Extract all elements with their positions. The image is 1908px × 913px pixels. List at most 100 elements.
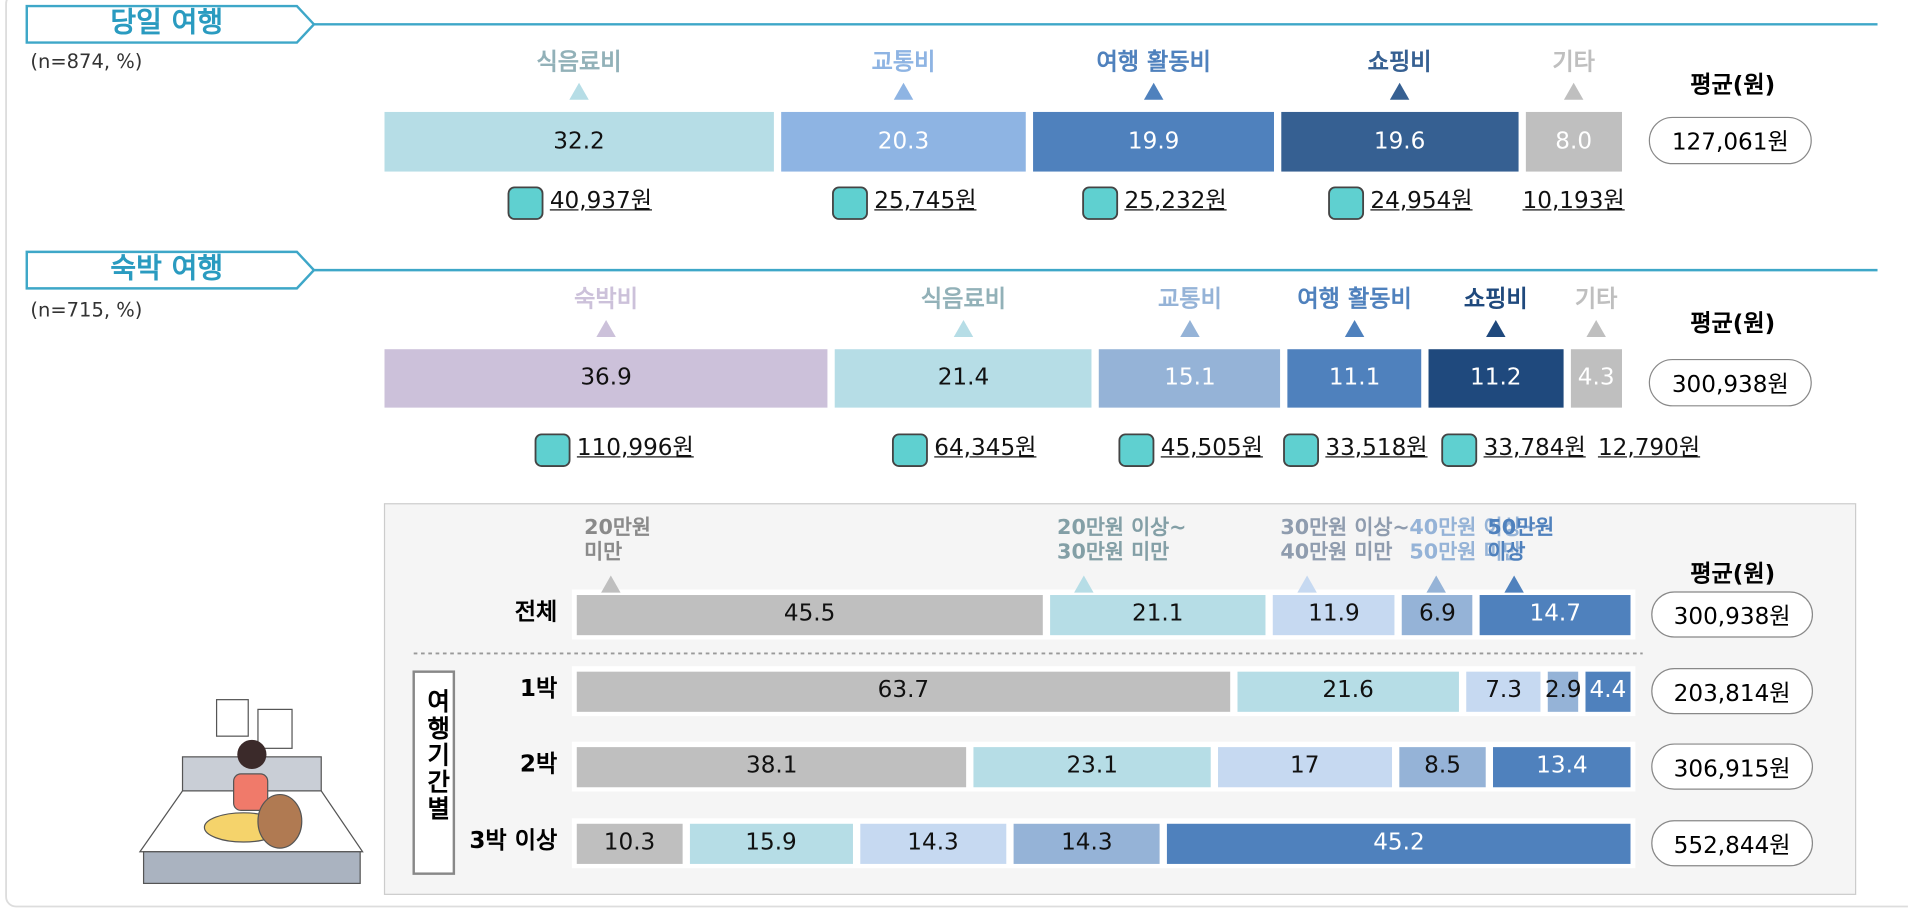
bar-segment: 2.9 [1545,671,1582,712]
value-label: 17 [1290,752,1320,779]
bar-segment: 38.1 [576,746,967,787]
bar-segment: 6.9 [1402,594,1473,635]
marker-triangle [1486,320,1506,338]
bar-segment: 15.1 [1099,349,1281,408]
value-label: 14.7 [1529,599,1582,627]
bar-segment: 63.7 [576,671,1231,712]
bar-segment: 8.5 [1399,746,1487,787]
category-label: 교통비 [871,48,936,76]
value-label: 21.6 [1322,676,1374,704]
value-label: 32.2 [553,127,605,155]
category-label: 쇼핑비 [1367,48,1432,76]
icon [1328,186,1365,220]
bar-segment: 8.0 [1525,111,1622,172]
average-label: 평균(원) [1690,310,1776,338]
category-label: 식음료비 [536,48,622,76]
category-label: 여행 활동비 [1297,285,1412,313]
legend-label: 20만원 미만 [584,515,651,565]
marker-triangle [1563,82,1584,100]
frame [5,0,1908,908]
value-label: 8.0 [1555,127,1593,155]
value-label: 11.9 [1308,599,1360,627]
value-label: 63.7 [877,676,930,704]
bar-segment: 19.9 [1033,111,1274,172]
header-tab [25,4,316,44]
average-value: 203,814원 [1651,668,1814,715]
subtitle: (n=715, %) [30,298,143,322]
value-label: 45.5 [783,599,836,627]
value-label: 38.1 [745,752,798,779]
value-label: 4.3 [1577,363,1615,391]
value-label: 20.3 [877,127,930,155]
subtitle: (n=874, %) [30,49,143,74]
value-label: 4.4 [1589,676,1627,704]
header-tab [25,250,316,290]
marker-triangle [1389,82,1410,100]
bar-segment: 32.2 [384,111,774,172]
row-label: 2박 [519,750,558,778]
value-label: 10.3 [603,828,656,856]
section-title: 당일 여행 [110,7,224,39]
amount-label: 12,790원 [1597,434,1701,462]
marker-triangle [953,320,974,338]
value-label: 21.4 [937,363,990,391]
bar-segment: 21.1 [1049,594,1266,635]
bar-segment: 10.3 [576,823,683,864]
legend-label: 30만원 이상~ 40만원 미만 [1280,515,1410,565]
value-label: 14.3 [1061,828,1113,856]
group-box [412,670,456,875]
bar-segment: 23.1 [974,746,1211,787]
amount-label: 110,996원 [576,434,694,462]
section-title: 숙박 여행 [110,253,224,285]
icon [1441,433,1478,467]
bar-segment: 19.6 [1281,111,1519,172]
marker-triangle [1504,575,1524,593]
value-label: 45.2 [1373,828,1425,856]
bar-segment: 17 [1217,746,1392,787]
average-value: 306,915원 [1651,743,1814,790]
bar-segment: 11.2 [1428,349,1564,408]
value-label: 15.1 [1164,363,1216,391]
illustration [138,699,364,885]
average-value: 127,061원 [1648,116,1812,165]
value-label: 11.2 [1470,363,1522,391]
category-label: 여행 활동비 [1096,48,1211,76]
group-label: 여행기간별 [422,688,452,823]
bar-segment: 7.3 [1466,671,1542,712]
icon [891,433,928,467]
bar-segment: 11.1 [1287,349,1422,408]
marker-triangle [1586,320,1606,338]
category-label: 쇼핑비 [1463,285,1528,313]
bar-segment: 45.5 [576,594,1043,635]
marker-triangle [601,575,621,593]
icon [507,186,544,220]
value-label: 11.1 [1328,363,1381,391]
bar-segment: 4.4 [1585,671,1631,712]
bar-segment: 20.3 [780,111,1027,172]
value-label: 19.9 [1127,127,1180,155]
value-label: 2.9 [1544,676,1582,704]
value-label: 19.6 [1373,127,1426,155]
legend-label: 20만원 이상~ 30만원 미만 [1057,515,1187,565]
amount-label: 25,232원 [1124,187,1227,215]
icon [534,433,571,467]
marker-triangle [1180,320,1200,338]
bar-segment: 14.3 [1013,823,1161,864]
marker-triangle [569,82,589,100]
average-value: 552,844원 [1651,820,1814,867]
bar-segment: 14.3 [859,823,1007,864]
legend-label: 50만원 이상 [1487,515,1555,565]
icon [1082,186,1119,220]
icon [832,186,868,220]
average-label: 평균(원) [1690,560,1776,588]
value-label: 36.9 [580,363,632,391]
icon [1283,433,1319,467]
amount-label: 45,505원 [1160,434,1263,462]
marker-triangle [1297,575,1317,593]
row-label: 3박 이상 [469,827,558,855]
bar-segment: 15.9 [689,823,853,864]
marker-triangle [893,82,914,100]
amount-label: 64,345원 [934,434,1037,462]
amount-label: 40,937원 [549,187,652,215]
